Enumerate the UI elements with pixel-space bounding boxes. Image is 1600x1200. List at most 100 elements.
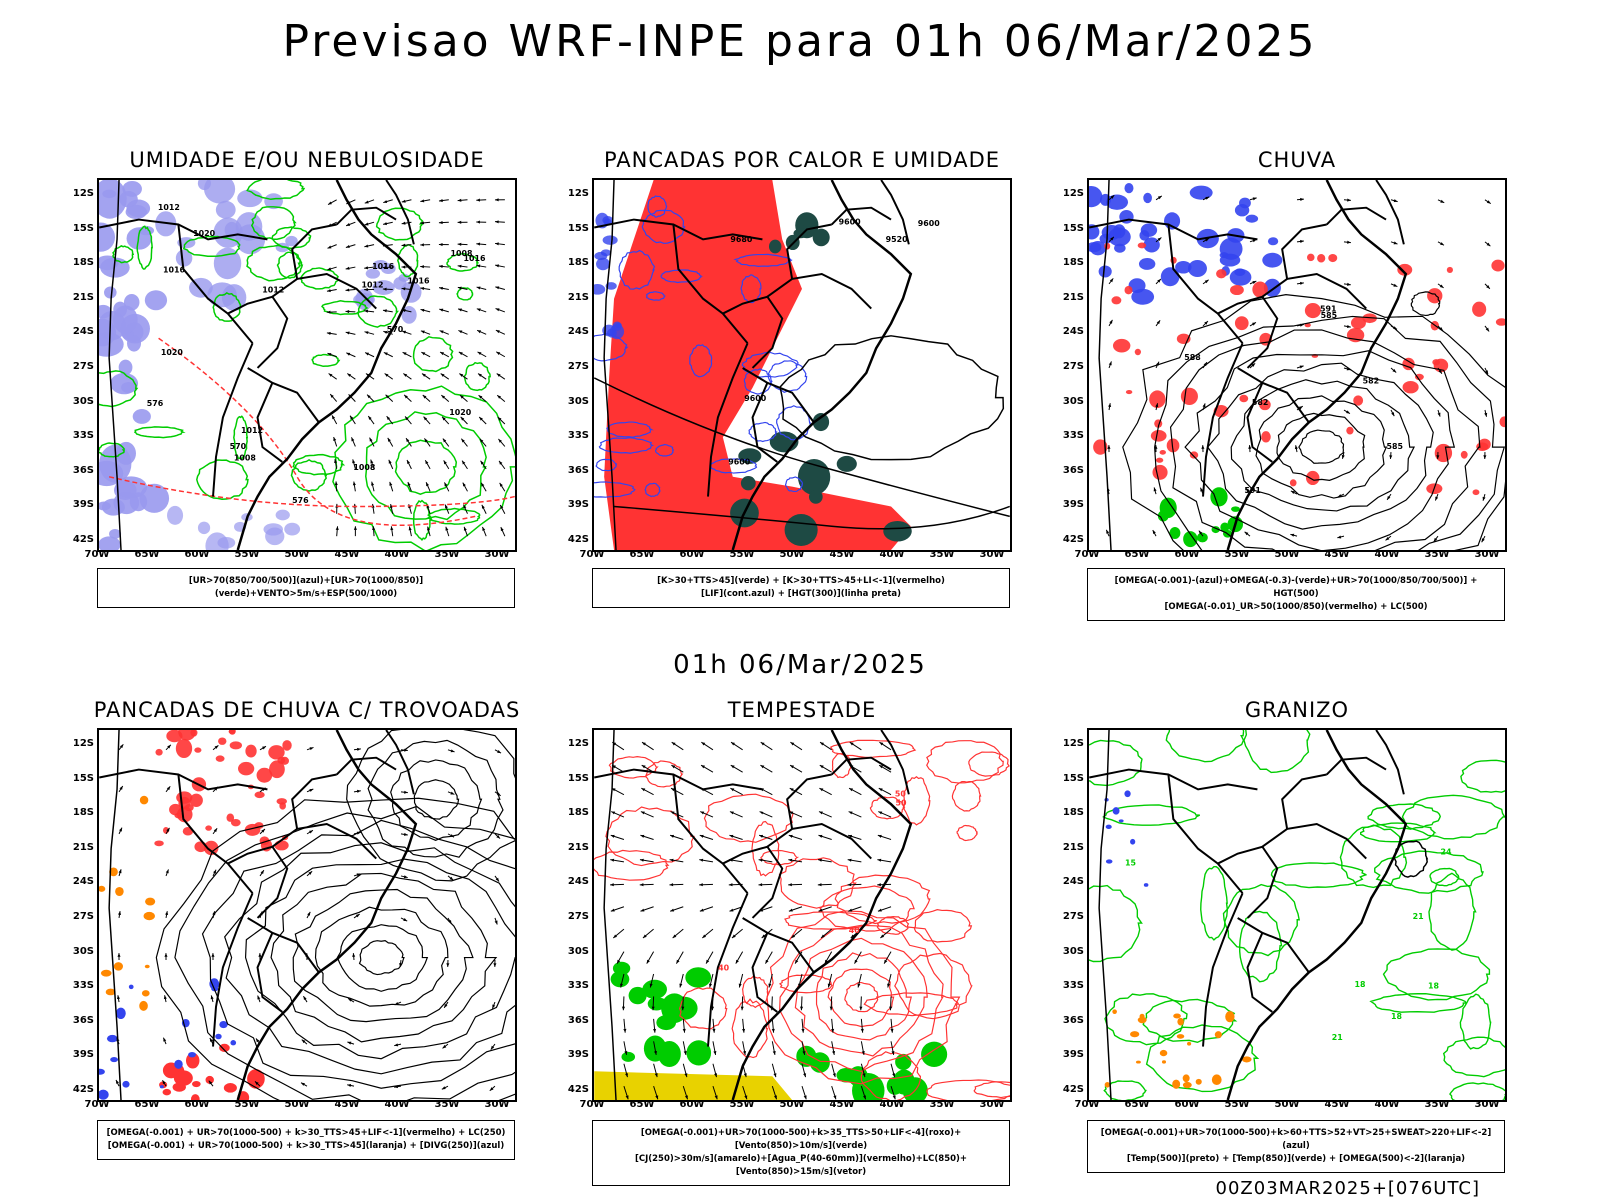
longitude-tick: 65W	[629, 1099, 655, 1110]
wind-vector	[494, 198, 505, 202]
wind-vector	[623, 1041, 628, 1055]
streamline-arrow	[447, 791, 455, 795]
lifted-index-contour	[606, 421, 654, 438]
latitude-tick: 33S	[72, 980, 94, 992]
wind-vector	[406, 459, 412, 470]
humidity-contour-green	[196, 459, 249, 500]
wind-vector	[389, 481, 394, 492]
latitude-tick: 42S	[1062, 1084, 1084, 1095]
longitude-tick: 35W	[929, 1099, 955, 1110]
panel-legend: [UR>70(850/700/500)](azul)+[UR>70(1000/8…	[97, 568, 515, 608]
wind-vector	[848, 811, 862, 818]
latitude-tick: 27S	[567, 911, 589, 922]
omega-fill-blue	[1187, 259, 1207, 278]
humidity-fill-blue	[217, 536, 236, 549]
omega500-fill-orange	[1137, 1016, 1147, 1024]
wind-vector	[495, 308, 506, 313]
streamline-arrow	[394, 1043, 402, 1047]
thunderstorm-fill-red	[245, 744, 257, 758]
wind-vector	[384, 373, 394, 380]
wind-vector	[610, 883, 624, 887]
rain-fill-red	[1150, 430, 1167, 442]
precipitable-water-contour	[894, 952, 973, 1020]
country-border	[227, 845, 289, 919]
wind-vector	[669, 883, 684, 887]
temp850-contour	[1089, 884, 1143, 963]
thunderstorm-fill-red	[155, 748, 163, 756]
precipitable-water-contour	[703, 793, 794, 843]
hgt300-contour	[613, 505, 1010, 530]
latitude-tick: 33S	[1062, 980, 1084, 992]
wind-vector	[611, 787, 625, 796]
thunderstorm-fill-orange	[144, 964, 150, 969]
humidity-contour-green	[133, 426, 186, 439]
rain-fill-red	[1137, 242, 1147, 249]
streamline-arrow	[210, 995, 214, 1003]
thunderstorm-fill-red	[226, 813, 235, 822]
wind-vector	[642, 928, 654, 939]
wind-vector	[771, 1063, 777, 1078]
wind-vector	[439, 308, 449, 313]
wind-vector	[476, 329, 487, 335]
wind-vector	[461, 460, 468, 470]
longitude-tick: 40W	[384, 549, 410, 560]
omega-fill-blue	[1089, 240, 1107, 256]
hgt500-contour	[1122, 294, 1505, 550]
omega500-fill-orange	[1172, 1079, 1181, 1089]
wind-vector	[789, 764, 803, 773]
wind-vector	[463, 504, 468, 514]
lifted-index-contour	[641, 209, 686, 244]
lifted-index-fill	[596, 257, 610, 271]
contour-label: 1008	[450, 249, 473, 258]
wind-vector	[878, 787, 892, 796]
streamline-arrow	[212, 828, 218, 835]
wind-vector	[1437, 409, 1441, 417]
wind-vector	[610, 834, 625, 840]
wind-vector	[1390, 409, 1395, 417]
contour-label: 50	[895, 798, 907, 807]
humidity-contour-green	[463, 361, 491, 392]
wind-vector	[476, 242, 487, 246]
country-border	[271, 272, 377, 310]
humidity-contour-green	[276, 251, 304, 279]
thunderstorm-fill-red	[228, 730, 236, 734]
wind-vector	[1155, 320, 1161, 327]
wind-vector	[499, 504, 506, 514]
contour-label: 50	[895, 789, 907, 798]
coastline	[880, 180, 910, 245]
wind-vector	[1296, 365, 1304, 369]
longitude-tick: 45W	[334, 549, 360, 560]
wind-vector	[1390, 325, 1398, 330]
wind-vector	[390, 526, 394, 537]
wind-vector	[477, 373, 487, 380]
omega-fill-blue	[1138, 257, 1156, 270]
wind-vector	[670, 787, 684, 796]
longitude-tick: 35W	[434, 1099, 460, 1110]
wind-vector	[705, 951, 714, 964]
omega-fill-blue	[1267, 237, 1279, 246]
panel-title: TEMPESTADE	[727, 698, 877, 722]
wind-vector	[457, 286, 468, 290]
streamline-arrow	[259, 745, 267, 751]
wind-vector	[641, 787, 654, 796]
divergence-fill-blue	[106, 1034, 118, 1043]
wind-vector	[372, 526, 376, 537]
temp850-contour	[1165, 730, 1245, 763]
contour-label: 576	[292, 496, 309, 505]
wind-vector	[671, 741, 684, 751]
wind-vector	[883, 951, 892, 964]
wind-vector	[847, 858, 862, 863]
wind-vector	[731, 928, 743, 939]
wind-vector	[877, 834, 892, 840]
wind-vector	[623, 1018, 627, 1033]
instability-fill-green	[740, 476, 756, 491]
wind-vector	[1389, 452, 1393, 460]
streamline-arrow	[211, 953, 215, 961]
wind-vector	[334, 481, 338, 492]
wind-vector	[730, 741, 743, 751]
country-border	[1089, 768, 1258, 791]
longitude-tick: 40W	[1374, 1099, 1400, 1110]
wind-vector	[831, 1063, 836, 1078]
humidity-fill-blue	[99, 222, 116, 252]
streamline-arrow	[301, 1039, 308, 1045]
